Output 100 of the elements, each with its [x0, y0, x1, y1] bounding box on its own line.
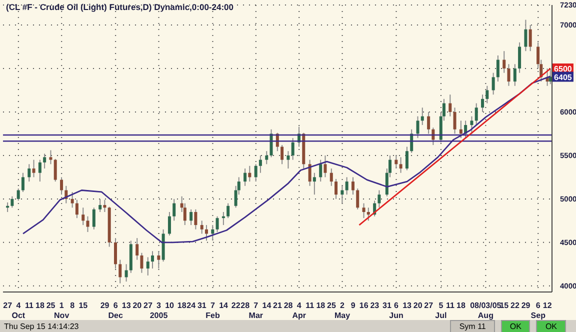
candlestick [157, 250, 160, 270]
candlestick [140, 252, 144, 274]
candlestick [254, 164, 258, 182]
candlestick [286, 150, 290, 170]
x-tick-label: 29 [100, 301, 110, 310]
x-tick-label: 14 [262, 301, 272, 310]
candlestick [453, 107, 456, 134]
candlestick [118, 259, 122, 284]
x-tick-label: 23 [370, 301, 380, 310]
annotation: 6405 [554, 72, 572, 82]
candlestick [98, 198, 102, 212]
x-tick-label: 14 [219, 301, 229, 310]
candlestick [70, 191, 74, 208]
candlestick [502, 50, 506, 74]
x-tick-label: 20 [413, 301, 423, 310]
x-tick-label: 29 [521, 301, 531, 310]
candlestick [248, 165, 252, 182]
chart-title: (CL #F - Crude Oil (Light) Futures,D) Dynamic,0:00-24:00 [6, 2, 234, 12]
candlestick [194, 208, 198, 230]
candlestick [356, 188, 360, 210]
candlestick [324, 154, 327, 178]
candlestick [16, 188, 20, 202]
candlestick [146, 256, 150, 276]
candlestick [291, 138, 294, 160]
candlestick [265, 150, 268, 165]
candlestick [399, 156, 402, 174]
x-tick-label: 27 [144, 301, 153, 310]
text: Sym 11 [450, 320, 495, 332]
x-tick-label: 5 Jul [435, 301, 447, 320]
candlestick [32, 159, 36, 178]
candlestick [312, 172, 316, 196]
candlestick [21, 172, 24, 192]
candlestick [448, 94, 452, 117]
candlestick [394, 154, 398, 170]
text: Thu Sep 15 14:14:23 [4, 322, 80, 330]
candlestick [82, 207, 85, 226]
candlestick [28, 164, 31, 182]
x-tick-label: 7 Mar [248, 301, 264, 320]
candlestick [427, 111, 430, 134]
candlestick [345, 176, 348, 196]
candlestick [518, 42, 522, 74]
x-tick-label: 18 [316, 301, 326, 310]
x-tick-label: 13 [122, 301, 132, 310]
candlestick [351, 176, 354, 196]
x-tick-label: 25 [46, 301, 56, 310]
x-tick-label: 10 [165, 301, 175, 310]
candlestick [43, 153, 46, 170]
candlestick [114, 238, 117, 270]
candlestick [481, 94, 484, 112]
candlestick [190, 208, 193, 226]
candlestick [226, 202, 230, 219]
candlestick [200, 220, 204, 234]
candlestick [420, 107, 424, 126]
x-tick-label: 13 [402, 301, 412, 310]
candlestick [319, 159, 322, 182]
candlestick [492, 72, 495, 96]
candlestick [280, 144, 284, 165]
x-tick-label: 7 Feb [206, 301, 220, 320]
candlestick [362, 202, 366, 219]
candlestick [86, 216, 90, 232]
x-tick-label: 21 [273, 301, 282, 310]
candlestick [366, 207, 370, 222]
x-tick-label: 28 [240, 301, 250, 310]
text: OK [500, 320, 530, 332]
annotation: 6500 [554, 64, 572, 74]
candlestick [49, 150, 52, 165]
x-tick-label: 22 [510, 301, 520, 310]
x-tick-label: 18 [36, 301, 46, 310]
x-tick-label: 08/03/05 Aug [470, 301, 502, 320]
x-tick-label: 27 [424, 301, 434, 310]
candlestick [60, 176, 64, 196]
candlestick [270, 128, 273, 158]
x-tick-label: 1 Nov [54, 301, 70, 320]
x-tick-label: 15 [500, 301, 510, 310]
x-tick-label: 9 [350, 301, 356, 310]
x-tick-label: 8 [70, 301, 76, 310]
x-tick-label: 18 [177, 301, 187, 310]
candlestick [486, 85, 489, 104]
text: OK [536, 320, 566, 332]
candlestick [151, 250, 154, 270]
candlestick [136, 238, 139, 260]
x-tick-label: 18 [456, 301, 466, 310]
candlestick [330, 168, 333, 186]
candlestick [474, 102, 478, 126]
candlestick [211, 224, 214, 242]
x-tick-label: 24 [186, 301, 196, 310]
x-tick-label: 31 [197, 301, 207, 310]
candlestick [204, 224, 208, 242]
x-tick-label: 11 [446, 301, 455, 310]
candlestick [416, 116, 420, 139]
candlestick [75, 199, 78, 219]
candlestick [459, 120, 462, 139]
x-tick-label: 4 Oct [12, 301, 26, 320]
x-tick-label: 6 Dec [108, 301, 124, 320]
x-tick-label: 11 [24, 301, 34, 310]
x-tick-label: 4 Apr [292, 301, 306, 320]
candlestick [470, 116, 474, 134]
candlestick [216, 216, 219, 232]
candlestick [92, 207, 96, 230]
candlestick [507, 64, 510, 86]
